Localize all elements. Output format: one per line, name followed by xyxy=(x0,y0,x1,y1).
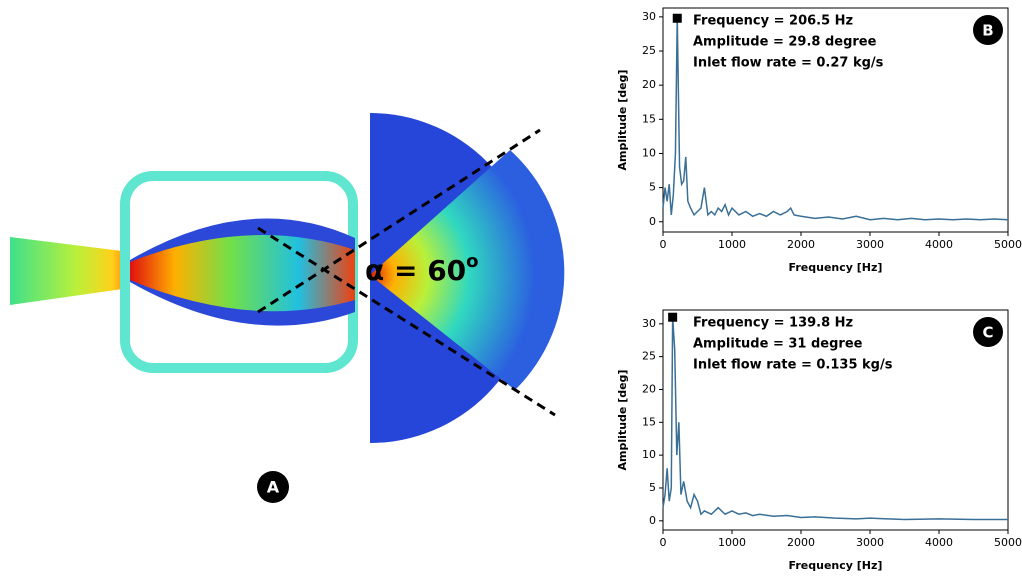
spectrum-line xyxy=(662,18,1009,221)
y-tick-label: 5 xyxy=(649,481,656,494)
annotation: Frequency = 139.8 Hz xyxy=(693,316,853,331)
angle-line xyxy=(257,128,541,314)
x-tick-label: 5000 xyxy=(994,238,1022,251)
y-axis-label: Amplitude [deg] xyxy=(616,370,629,471)
spectrum-line xyxy=(662,317,1008,521)
annotation: Amplitude = 29.8 degree xyxy=(693,35,877,50)
y-tick-label: 15 xyxy=(642,112,656,125)
panel-label: B xyxy=(982,22,993,40)
plot-frame xyxy=(662,7,1009,233)
angle-label: α = 60o xyxy=(365,251,479,287)
x-tick-label: 5000 xyxy=(994,536,1022,549)
x-tick-label: 1000 xyxy=(718,238,746,251)
x-axis-label: Frequency [Hz] xyxy=(789,559,883,572)
angle-line xyxy=(257,226,556,417)
y-tick-label: 30 xyxy=(642,317,656,330)
x-tick-label: 2000 xyxy=(787,536,815,549)
panel-badge xyxy=(973,317,1003,347)
angle-text: α = 60 xyxy=(365,254,466,287)
annotation: Inlet flow rate = 0.27 kg/s xyxy=(693,56,884,71)
panel-badge xyxy=(973,15,1003,45)
y-tick-label: 5 xyxy=(649,181,656,194)
panel-label: C xyxy=(982,324,993,342)
peak-marker xyxy=(668,312,678,322)
y-tick-label: 10 xyxy=(642,146,656,159)
y-tick-label: 0 xyxy=(649,215,656,228)
x-tick-label: 4000 xyxy=(925,536,953,549)
y-tick-label: 25 xyxy=(642,350,656,363)
x-tick-label: 3000 xyxy=(856,238,884,251)
panel-badge xyxy=(257,471,289,503)
peak-marker xyxy=(672,13,682,23)
angle-sup: o xyxy=(466,251,478,272)
x-tick-label: 4000 xyxy=(925,238,953,251)
y-tick-label: 20 xyxy=(642,382,656,395)
panel-a: α = 60o A xyxy=(10,113,565,503)
x-tick-label: 0 xyxy=(660,536,667,549)
plot-frame xyxy=(662,309,1009,531)
x-tick-label: 2000 xyxy=(787,238,815,251)
y-tick-label: 0 xyxy=(649,514,656,527)
panel-label: A xyxy=(267,478,280,497)
y-tick-label: 25 xyxy=(642,44,656,57)
x-axis-label: Frequency [Hz] xyxy=(789,261,883,274)
y-tick-label: 30 xyxy=(642,10,656,23)
annotation: Amplitude = 31 degree xyxy=(693,337,863,352)
annotation: Inlet flow rate = 0.135 kg/s xyxy=(693,358,893,373)
y-tick-label: 10 xyxy=(642,448,656,461)
x-tick-label: 1000 xyxy=(718,536,746,549)
fan-core xyxy=(370,150,565,390)
y-tick-label: 20 xyxy=(642,78,656,91)
x-tick-label: 0 xyxy=(660,238,667,251)
inlet-contour xyxy=(10,237,130,305)
y-tick-label: 15 xyxy=(642,415,656,428)
y-axis-label: Amplitude [deg] xyxy=(616,70,629,171)
annotation: Frequency = 206.5 Hz xyxy=(693,14,853,29)
x-tick-label: 3000 xyxy=(856,536,884,549)
